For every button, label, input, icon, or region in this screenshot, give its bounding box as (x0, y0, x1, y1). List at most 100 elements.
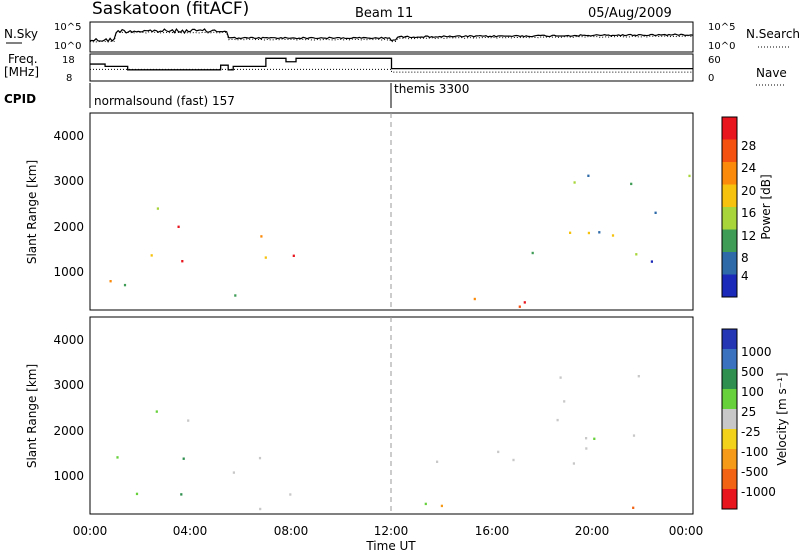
velocity-cbar-tick-1000: 1000 (741, 345, 772, 359)
velocity-cbar-tick-neg25: -25 (741, 425, 761, 439)
power-cell (587, 231, 590, 235)
velocity-cell (232, 471, 235, 474)
power-y-tick-2000: 2000 (53, 220, 84, 234)
velocity-cell (585, 447, 588, 450)
velocity-cell (116, 456, 119, 459)
power-cell (635, 253, 638, 256)
velocity-cell (632, 434, 636, 437)
velocity-colorbar: 1000 500 100 25 -25 -100 -500 -1000 Velo… (721, 328, 789, 510)
nsky-tick-bottom: 10^0 (54, 41, 81, 52)
velocity-cbar-tick-neg500: -500 (741, 465, 768, 479)
power-cbar-tick-28: 28 (741, 139, 756, 153)
velocity-cell (632, 506, 635, 509)
velocity-cell (440, 504, 443, 508)
power-cell (598, 231, 601, 234)
power-cell (473, 297, 476, 301)
power-cell (181, 260, 184, 263)
x-axis: 00:00 04:00 08:00 12:00 16:00 20:00 00:0… (73, 524, 704, 553)
power-colorbar-swatch (722, 139, 737, 163)
cpid-segment-2: themis 3300 (394, 82, 469, 96)
velocity-cell (259, 507, 262, 511)
velocity-cell (258, 456, 262, 460)
freq-tick-bottom: 8 (66, 73, 72, 84)
power-cbar-tick-20: 20 (741, 184, 756, 198)
velocity-colorbar-swatch (722, 429, 737, 450)
power-cell (654, 211, 657, 214)
velocity-cell (182, 457, 185, 460)
power-cell (234, 294, 237, 297)
cpid-label: CPID (4, 92, 36, 106)
velocity-colorbar-frame (721, 328, 738, 510)
velocity-cell (187, 419, 190, 422)
velocity-colorbar-swatch (722, 329, 737, 350)
velocity-cbar-tick-neg100: -100 (741, 445, 768, 459)
nsearch-series (89, 31, 694, 43)
power-cbar-tick-4: 4 (741, 269, 749, 283)
power-cell (569, 231, 572, 234)
velocity-colorbar-label: Velocity [m s⁻¹] (775, 372, 789, 465)
freq-tick-top: 18 (62, 55, 75, 66)
power-colorbar: 28 24 20 16 12 8 4 Power [dB] (721, 116, 773, 298)
velocity-cell (512, 458, 515, 462)
power-y-label: Slant Range [km] (25, 160, 39, 264)
nave-label: Nave (756, 66, 787, 80)
nsearch-tick-top: 10^5 (708, 22, 735, 33)
velocity-cell (585, 437, 588, 440)
velocity-cell (563, 400, 566, 403)
power-y-tick-4000: 4000 (53, 129, 84, 143)
power-cbar-tick-8: 8 (741, 251, 749, 265)
velocity-cell (155, 410, 158, 413)
velocity-y-tick-3000: 3000 (53, 378, 84, 392)
power-colorbar-frame (721, 116, 738, 298)
power-cell (260, 235, 263, 238)
power-cell (587, 174, 590, 177)
x-tick-24: 00:00 (669, 524, 704, 538)
power-cell (531, 251, 534, 255)
power-colorbar-swatch (722, 162, 737, 185)
power-cell (573, 181, 576, 184)
power-colorbar-swatch (722, 117, 737, 140)
velocity-y-tick-4000: 4000 (53, 333, 84, 347)
velocity-colorbar-swatch (722, 449, 737, 470)
velocity-cell (289, 493, 292, 496)
power-cell (518, 305, 521, 308)
power-cell (630, 182, 633, 186)
velocity-cell (180, 493, 183, 496)
freq-label-line2: [MHz] (4, 65, 39, 79)
velocity-cell (135, 492, 139, 496)
noise-panel: N.Sky 10^5 10^0 10^5 10^0 N.Search (4, 21, 800, 53)
power-colorbar-swatch (722, 184, 737, 208)
power-cell (688, 174, 691, 178)
velocity-cell (637, 375, 640, 378)
velocity-colorbar-swatch (722, 489, 737, 510)
freq-panel: Freq. [MHz] 18 8 60 0 Nave (4, 52, 787, 86)
velocity-y-label: Slant Range [km] (25, 364, 39, 468)
velocity-cell (572, 462, 575, 465)
velocity-y-tick-2000: 2000 (53, 424, 84, 438)
velocity-cell (436, 460, 439, 463)
velocity-colorbar-swatch (722, 389, 737, 410)
power-colorbar-swatch (722, 252, 737, 275)
freq-label-line1: Freq. (8, 52, 38, 66)
power-cbar-tick-12: 12 (741, 229, 756, 243)
power-colorbar-swatch (722, 274, 737, 298)
cpid-segment-1: normalsound (fast) 157 (94, 94, 235, 108)
frequency-series (90, 57, 693, 71)
cpid-row: CPID normalsound (fast) 157 themis 3300 (4, 82, 469, 108)
power-cbar-tick-16: 16 (741, 206, 756, 220)
velocity-cbar-tick-500: 500 (741, 365, 764, 379)
nsearch-label: N.Search (746, 27, 800, 41)
velocity-y-tick-1000: 1000 (53, 469, 84, 483)
velocity-scatter (116, 375, 640, 511)
power-cell (123, 283, 127, 287)
power-cell (150, 254, 153, 257)
x-axis-label: Time UT (365, 539, 416, 553)
velocity-panel: Slant Range [km] 4000 3000 2000 1000 (25, 316, 694, 515)
velocity-cell (556, 418, 559, 422)
power-colorbar-label: Power [dB] (759, 174, 773, 239)
nave-series (90, 68, 693, 73)
power-cell (177, 225, 180, 228)
x-tick-16: 16:00 (475, 524, 510, 538)
x-tick-12: 12:00 (374, 524, 409, 538)
